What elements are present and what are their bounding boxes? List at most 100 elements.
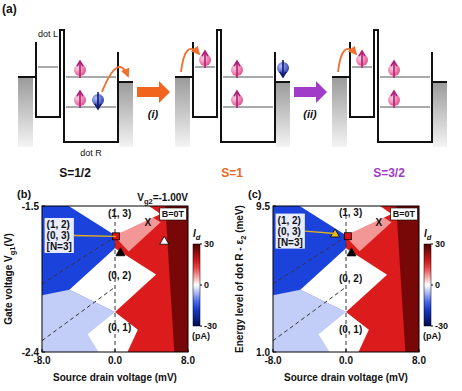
plot-frame xyxy=(273,206,419,352)
fermi-level xyxy=(332,76,349,78)
y-axis-title: Gate voltage Vg1(V) xyxy=(3,233,17,325)
marker-triangle xyxy=(160,236,169,244)
callout-bg xyxy=(276,214,305,249)
marker-triangle xyxy=(347,248,356,256)
callout-text: (1, 2) xyxy=(47,219,70,230)
energy-diagram: dot L dot R S=1/2 xyxy=(18,29,133,180)
level xyxy=(66,107,116,108)
leader-line xyxy=(305,231,335,233)
field-label: B=0T xyxy=(160,208,187,220)
lead-right xyxy=(433,82,447,147)
spin-up xyxy=(359,51,365,68)
spin-up xyxy=(391,61,397,78)
x-axis-title: Source drain voltage (mV) xyxy=(53,372,177,383)
lead-right xyxy=(119,82,133,147)
panel-label: (c) xyxy=(248,188,262,200)
region-label: X xyxy=(376,217,383,228)
lead-left xyxy=(18,77,33,147)
step-label: (i) xyxy=(148,108,159,120)
y-tick xyxy=(273,206,276,207)
colorbar-title: Id xyxy=(193,228,201,242)
spin-up xyxy=(77,61,83,78)
current-region xyxy=(165,206,188,352)
spin-up xyxy=(391,91,397,108)
spin-label: S=3/2 xyxy=(373,166,405,180)
leader-line xyxy=(74,235,116,237)
text-part: g2 xyxy=(144,197,153,206)
text-part: d xyxy=(427,233,432,242)
callout: (1, 2)(0, 3)[N=3] xyxy=(276,214,335,249)
colorbar-title: Id xyxy=(424,228,432,242)
spin-up xyxy=(202,51,208,68)
x-tick-label: 8.0 xyxy=(181,355,195,366)
marker-triangle xyxy=(116,248,125,256)
text-part: (meV) xyxy=(234,205,245,236)
callout-text: (1, 2) xyxy=(278,215,301,226)
region-label: X xyxy=(145,217,152,228)
colorbar-unit: (pA) xyxy=(192,331,210,341)
callout-text: [N=3] xyxy=(47,241,72,252)
text-part: =-1.00V xyxy=(153,192,189,203)
level xyxy=(38,67,58,68)
field-label-box xyxy=(391,208,418,220)
guide-line xyxy=(42,287,115,341)
colorbar-unit: (pA) xyxy=(423,331,441,341)
lead-left xyxy=(332,77,347,147)
dot-label: dot L xyxy=(38,29,58,39)
x-tick-label: 8.0 xyxy=(412,355,426,366)
callout-text: (0, 3) xyxy=(278,226,301,237)
spin-up xyxy=(234,61,240,78)
text-part: Energy level of dot R - ε xyxy=(234,240,245,353)
text-part: d xyxy=(196,233,201,242)
spin-label: S=1/2 xyxy=(59,166,91,180)
dot-label: dot R xyxy=(80,148,102,158)
x-axis-title: Source drain voltage (mV) xyxy=(284,372,408,383)
current-region xyxy=(300,248,387,312)
plot-area xyxy=(42,206,188,352)
plot-frame xyxy=(42,206,188,352)
text-part: Gate voltage V xyxy=(3,255,14,325)
colorbar-tick xyxy=(200,244,202,245)
energy-diagram: S=1 xyxy=(175,30,290,180)
colorbar-tick xyxy=(200,326,202,327)
colorbar xyxy=(193,244,200,326)
region-label: (0, 2) xyxy=(108,270,131,281)
fermi-level xyxy=(274,81,290,83)
current-region xyxy=(69,248,156,312)
region-label: (0, 1) xyxy=(108,322,131,333)
colorbar-tick xyxy=(431,244,433,245)
x-tick-label: 0.0 xyxy=(339,355,353,366)
current-region xyxy=(60,206,160,235)
region-label: (1, 3) xyxy=(108,208,131,219)
colorbar-tick-label: 30 xyxy=(204,239,214,249)
current-region xyxy=(319,312,369,352)
fermi-level xyxy=(431,81,447,83)
guide-line xyxy=(42,237,115,284)
y-tick xyxy=(273,352,276,353)
x-tick-label: 0.0 xyxy=(108,355,122,366)
field-label: B=0T xyxy=(391,208,418,220)
callout: (1, 2)(0, 3)[N=3] xyxy=(45,218,116,253)
guide-line xyxy=(273,237,346,284)
lead-right xyxy=(276,82,290,147)
y-tick-label: 9.5 xyxy=(256,201,270,212)
x-tick xyxy=(419,349,420,352)
y-tick xyxy=(42,352,45,353)
dot-potential xyxy=(193,30,275,142)
marker-square xyxy=(344,233,351,240)
callout-text: [N=3] xyxy=(278,237,303,248)
colorbar-tick-label: 30 xyxy=(435,239,445,249)
level xyxy=(380,77,430,78)
level xyxy=(380,107,430,108)
fermi-level xyxy=(175,76,192,78)
colorbar-tick xyxy=(431,285,433,286)
y-axis-title: Energy level of dot R - ε2 (meV) xyxy=(234,205,248,353)
lead-left xyxy=(175,77,190,147)
y-tick xyxy=(42,206,45,207)
step-arrow xyxy=(294,81,327,103)
y-tick-label: 1.0 xyxy=(256,347,270,358)
dot-potential xyxy=(36,30,118,142)
colorbar-tick-label: -30 xyxy=(204,321,217,331)
tunnel-arrow xyxy=(338,49,356,72)
current-region xyxy=(88,312,138,352)
